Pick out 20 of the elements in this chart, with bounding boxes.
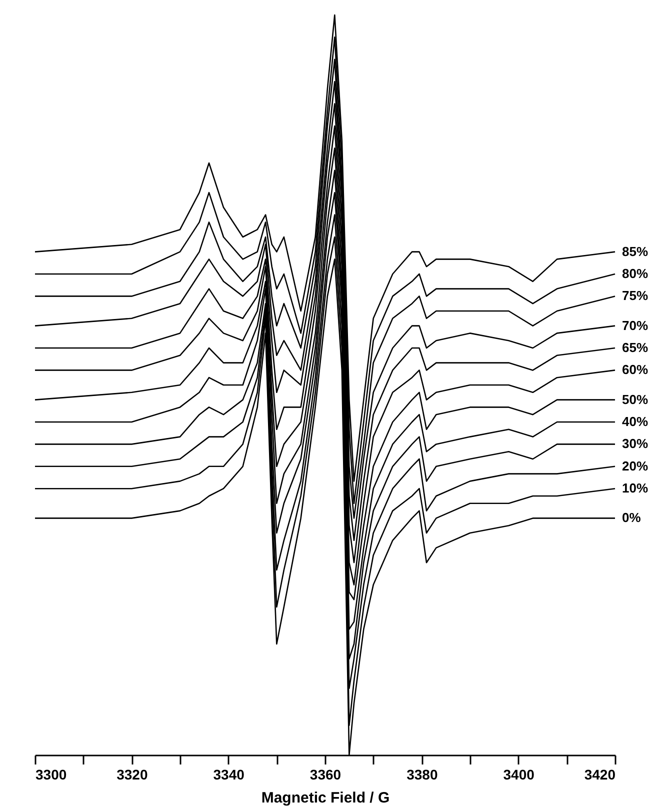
x-tick-label: 3400: [503, 766, 535, 782]
series-label: 0%: [622, 510, 642, 526]
series-label: 70%: [622, 318, 648, 333]
series-label: 60%: [622, 362, 648, 378]
series-label: 80%: [622, 266, 648, 281]
x-tick-label: 3360: [310, 766, 342, 782]
x-axis-title: Magnetic Field / G: [261, 790, 390, 806]
series-label: 50%: [622, 392, 648, 407]
series-label: 10%: [622, 480, 648, 496]
x-tick-label: 3300: [36, 766, 67, 782]
x-tick-label: 3380: [406, 766, 438, 782]
series-label: 75%: [622, 288, 648, 304]
series-label: 20%: [622, 458, 648, 474]
series-label: 40%: [622, 414, 648, 429]
series-label: 30%: [622, 436, 648, 452]
series-label: 85%: [622, 244, 648, 259]
x-tick-label: 3340: [213, 766, 245, 782]
x-tick-label: 3320: [116, 766, 148, 782]
x-tick-label: 3420: [584, 766, 616, 782]
series-label: 65%: [622, 340, 648, 355]
